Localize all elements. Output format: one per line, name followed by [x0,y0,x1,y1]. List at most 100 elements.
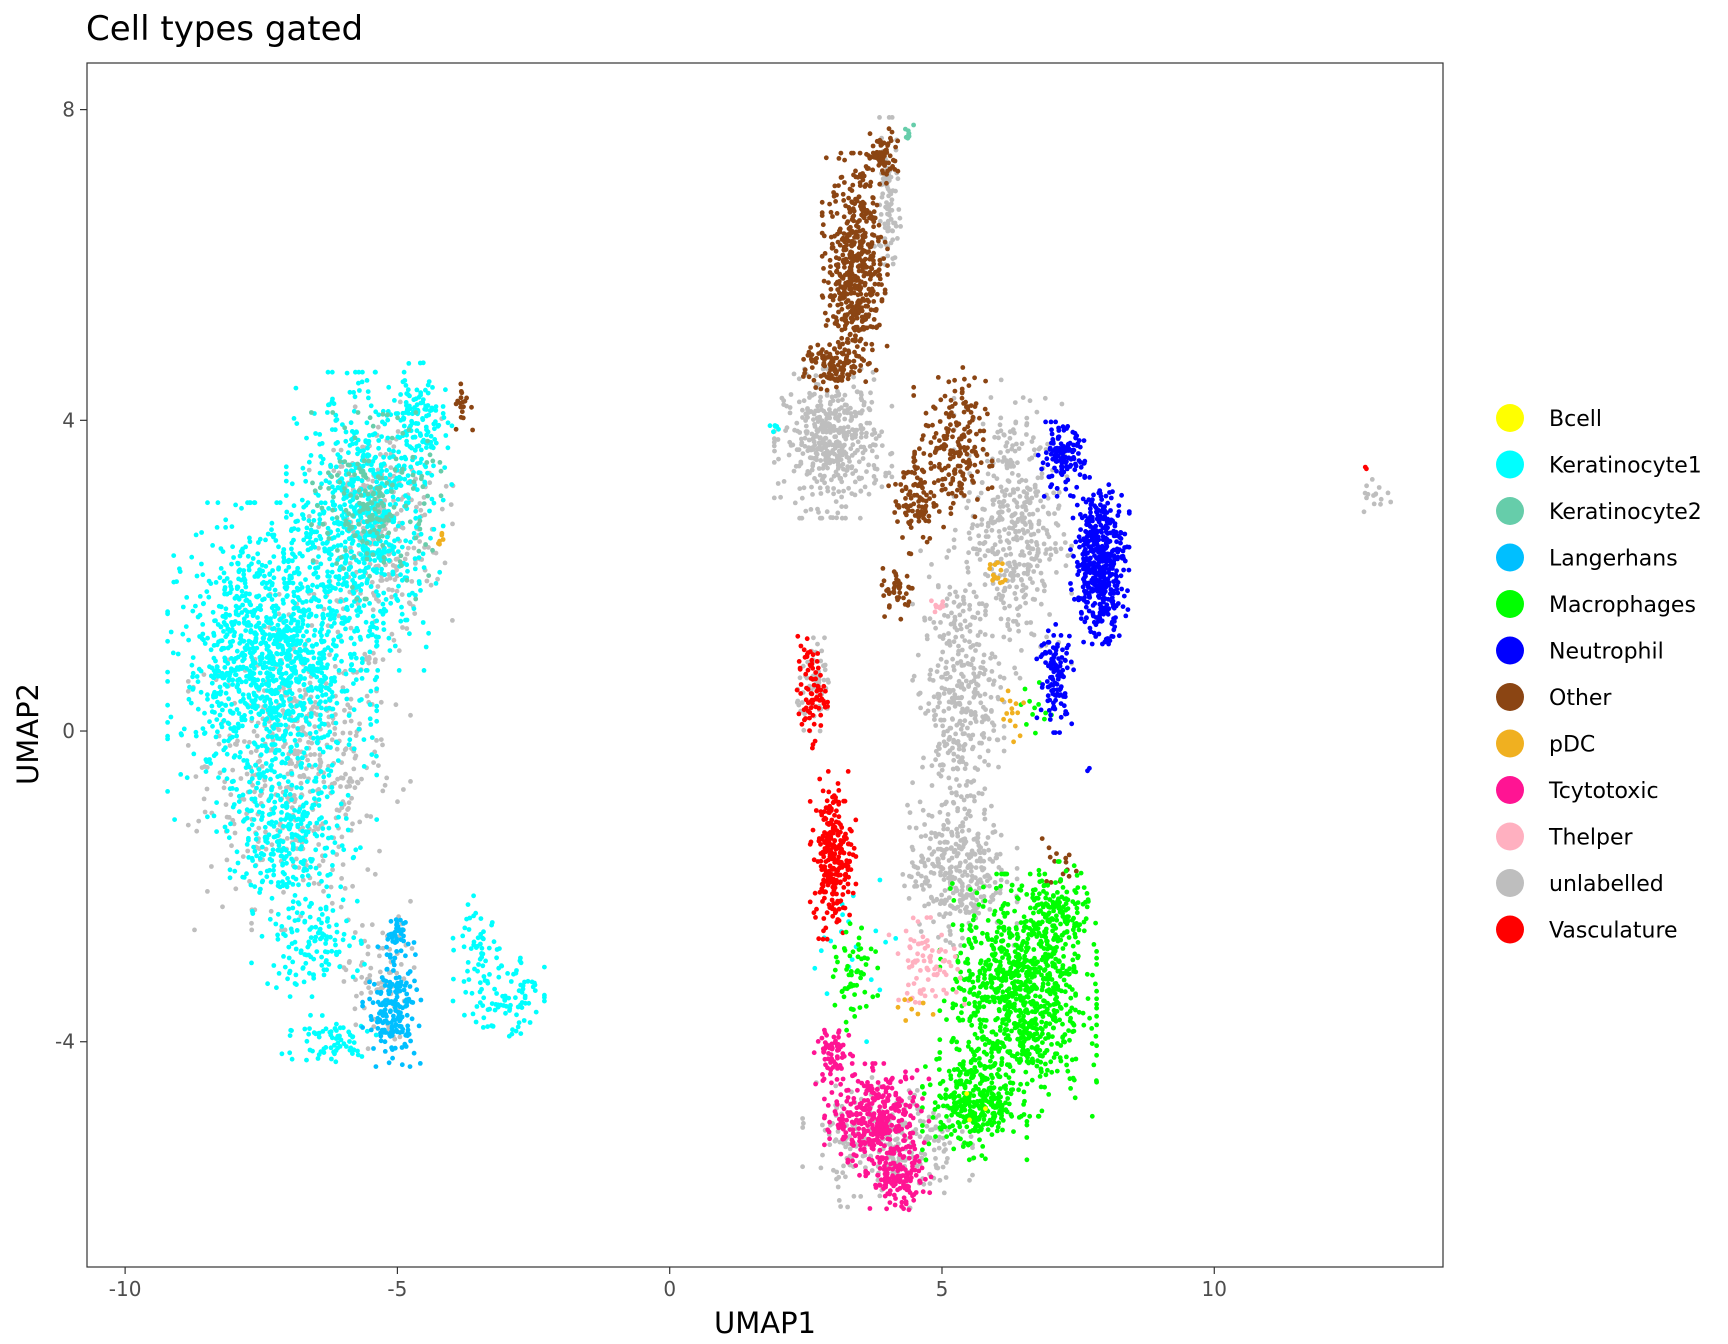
point-keratinocyte1 [351,707,357,713]
point-unlabelled [927,676,933,682]
point-unlabelled [332,664,338,669]
point-keratinocyte1 [403,493,408,498]
point-unlabelled [1001,735,1007,741]
point-unlabelled [947,870,953,875]
point-keratinocyte1 [351,746,357,752]
point-unlabelled [377,969,383,975]
point-unlabelled [965,779,971,784]
point-unlabelled [966,684,971,689]
point-unlabelled [958,879,963,884]
point-unlabelled [979,719,985,725]
point-keratinocyte1 [396,449,401,455]
point-unlabelled [937,1177,943,1183]
point-keratinocyte1 [334,520,340,526]
point-unlabelled [936,695,941,701]
point-unlabelled [1361,509,1367,515]
point-unlabelled [858,410,864,416]
point-unlabelled [977,855,983,861]
point-unlabelled [1010,427,1016,433]
point-unlabelled [771,443,777,449]
point-keratinocyte1 [170,650,176,656]
point-unlabelled [920,807,926,813]
point-unlabelled [241,797,247,802]
point-unlabelled [321,888,326,894]
point-keratinocyte1 [210,675,216,680]
point-keratinocyte1 [349,429,355,434]
point-unlabelled [857,515,863,521]
point-unlabelled [947,690,952,695]
point-keratinocyte1 [251,740,257,746]
point-keratinocyte1 [258,695,263,701]
point-keratinocyte1 [381,454,386,460]
point-unlabelled [957,897,963,903]
point-keratinocyte1 [374,718,380,724]
point-unlabelled [933,1124,939,1130]
point-unlabelled [1006,507,1011,513]
point-keratinocyte1 [339,658,344,664]
point-unlabelled [304,766,309,771]
point-unlabelled [953,634,959,640]
point-unlabelled [980,506,986,512]
point-keratinocyte1 [441,415,447,420]
point-unlabelled [835,453,840,459]
point-unlabelled [933,834,939,839]
point-unlabelled [792,500,798,506]
point-unlabelled [310,704,316,710]
point-keratinocyte1 [416,394,422,400]
point-unlabelled [998,450,1003,455]
point-unlabelled [838,1204,843,1209]
point-unlabelled [932,713,937,719]
point-unlabelled [285,771,291,777]
point-unlabelled [965,569,971,575]
point-unlabelled [317,752,323,758]
point-unlabelled [1014,866,1020,871]
point-unlabelled [312,824,318,829]
point-keratinocyte1 [223,702,228,708]
point-keratinocyte1 [194,573,200,579]
point-unlabelled [990,502,996,507]
point-unlabelled [379,578,385,583]
point-unlabelled [366,660,372,666]
point-keratinocyte1 [365,445,370,451]
point-keratinocyte1 [165,638,171,644]
point-unlabelled [1000,593,1005,599]
point-unlabelled [830,458,835,463]
point-unlabelled [954,594,960,599]
point-unlabelled [254,733,260,739]
point-unlabelled [841,429,847,435]
point-unlabelled [365,867,371,872]
point-unlabelled [298,780,304,786]
point-keratinocyte1 [286,642,291,648]
point-keratinocyte1 [413,515,419,521]
point-unlabelled [391,444,397,449]
point-unlabelled [340,775,346,781]
point-keratinocyte1 [300,465,306,471]
point-keratinocyte1 [319,626,324,632]
point-unlabelled [940,636,946,641]
point-unlabelled [340,685,346,690]
point-unlabelled [417,539,422,544]
point-unlabelled [936,1145,942,1151]
point-unlabelled [979,601,985,607]
point-keratinocyte1 [406,592,412,598]
point-keratinocyte1 [315,740,320,746]
point-keratinocyte1 [416,579,422,584]
point-unlabelled [847,1153,853,1159]
point-unlabelled [923,833,928,839]
point-unlabelled [335,776,340,782]
point-unlabelled [851,374,856,380]
point-keratinocyte1 [235,654,241,660]
point-unlabelled [929,763,935,769]
point-keratinocyte1 [358,637,364,642]
point-unlabelled [343,771,348,777]
point-unlabelled [990,633,995,639]
point-unlabelled [1032,597,1038,602]
point-keratinocyte1 [398,392,403,397]
point-keratinocyte1 [259,708,265,714]
point-keratinocyte1 [351,641,357,647]
point-unlabelled [815,641,820,647]
point-keratinocyte1 [267,705,273,710]
point-keratinocyte1 [346,450,351,456]
point-unlabelled [947,911,953,917]
point-unlabelled [1001,572,1007,578]
